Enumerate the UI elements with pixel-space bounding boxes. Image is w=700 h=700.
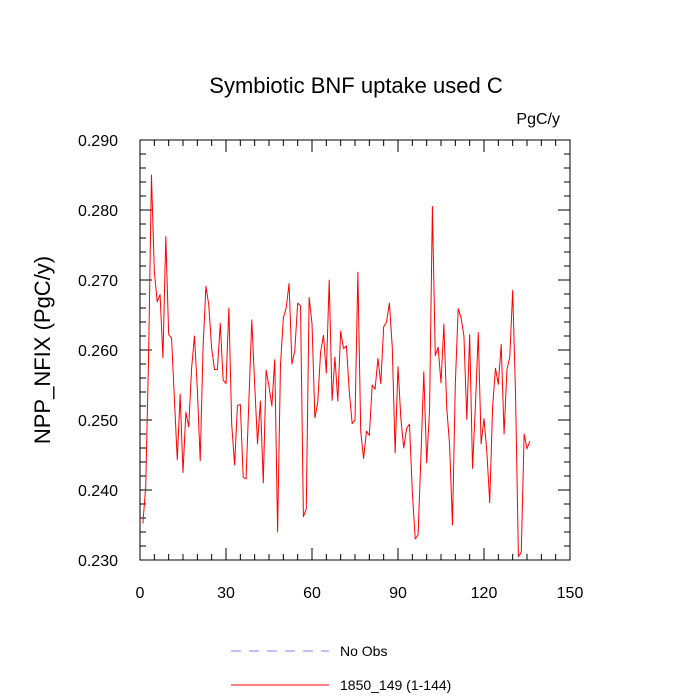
axis-ticks (139, 139, 571, 561)
y-axis-label: NPP_NFIX (PgC/y) (30, 256, 55, 444)
plot-series (142, 174, 531, 557)
y-tick-label: 0.240 (78, 483, 118, 500)
y-tick-label: 0.260 (78, 343, 118, 360)
legend-label-no-obs: No Obs (340, 643, 387, 659)
tick-labels: 0 30 60 90 120 150 0.230 0.240 0.250 0.260 0.270 0.… (78, 133, 583, 602)
plot-frame (139, 139, 571, 561)
x-tick-label: 0 (136, 585, 145, 602)
y-tick-label: 0.230 (78, 553, 118, 570)
x-tick-label: 120 (471, 585, 498, 602)
legend: No Obs 1850_149 (1-144) (231, 643, 451, 693)
series-line (142, 174, 531, 557)
y-tick-label: 0.270 (78, 273, 118, 290)
y-tick-label: 0.250 (78, 413, 118, 430)
legend-label-1850-149: 1850_149 (1-144) (340, 677, 451, 693)
units-label: PgC/y (516, 111, 560, 128)
chart-title: Symbiotic BNF uptake used C (209, 73, 503, 98)
x-tick-label: 30 (217, 585, 235, 602)
y-tick-label: 0.290 (78, 133, 118, 150)
x-tick-label: 90 (389, 585, 407, 602)
x-tick-label: 60 (303, 585, 321, 602)
y-tick-label: 0.280 (78, 203, 118, 220)
x-tick-label: 150 (557, 585, 584, 602)
